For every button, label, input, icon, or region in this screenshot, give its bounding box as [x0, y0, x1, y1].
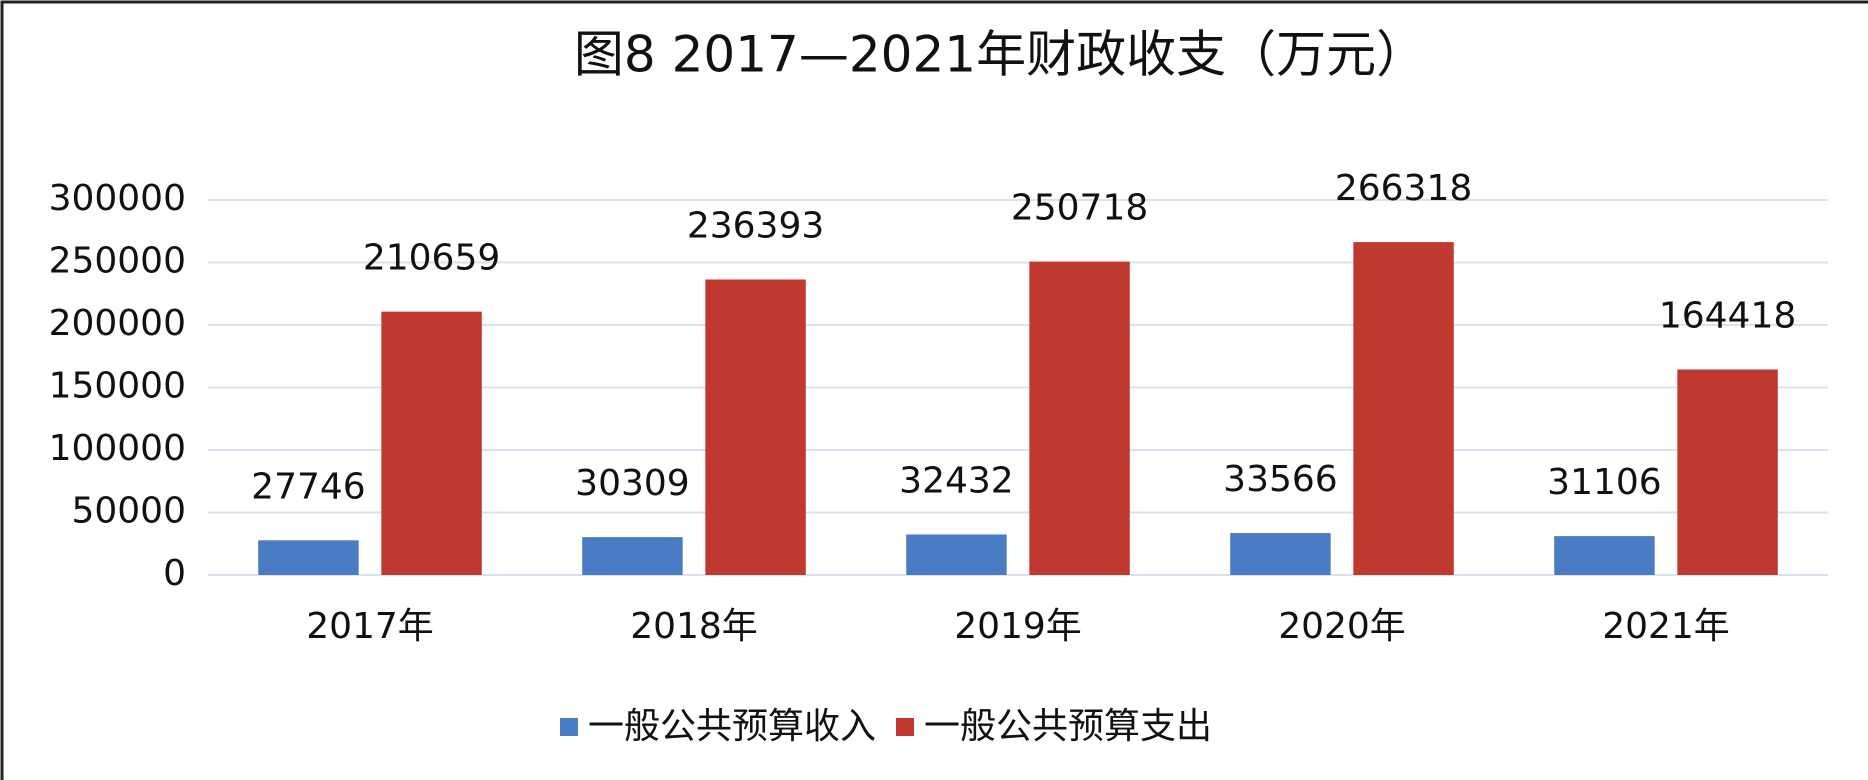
legend-swatch — [896, 718, 915, 736]
legend: 一般公共预算收入 一般公共预算支出 — [560, 706, 1212, 747]
value-label: 236393 — [687, 206, 824, 247]
x-tick-label: 2017年 — [306, 606, 434, 647]
legend-label: 一般公共预算收入 — [588, 706, 876, 747]
y-tick-label: 50000 — [71, 491, 186, 532]
x-tick-label: 2018年 — [630, 606, 758, 647]
y-tick-label: 200000 — [49, 303, 186, 344]
legend-swatch — [560, 718, 578, 736]
bar — [1353, 242, 1454, 576]
bar — [1554, 536, 1655, 575]
value-label: 27746 — [251, 466, 366, 507]
value-label: 30309 — [575, 463, 690, 504]
value-label: 250718 — [1011, 188, 1148, 229]
value-label: 31106 — [1547, 462, 1662, 503]
legend-label: 一般公共预算支出 — [924, 706, 1212, 747]
value-label: 266318 — [1335, 168, 1472, 209]
y-tick-label: 250000 — [49, 241, 186, 282]
x-tick-label: 2019年 — [954, 606, 1082, 647]
x-tick-label: 2020年 — [1278, 606, 1406, 647]
value-label: 32432 — [899, 460, 1014, 501]
y-tick-label: 0 — [163, 553, 186, 594]
bar — [1677, 369, 1778, 575]
bar — [258, 540, 359, 575]
bar — [381, 311, 482, 575]
bar — [1230, 533, 1331, 575]
y-tick-label: 150000 — [49, 366, 186, 407]
y-tick-label: 100000 — [49, 428, 186, 469]
bar — [582, 537, 683, 575]
value-label: 164418 — [1659, 295, 1796, 336]
bar — [1029, 261, 1130, 575]
bar — [906, 534, 1007, 575]
y-tick-label: 300000 — [49, 178, 186, 219]
x-tick-label: 2021年 — [1602, 606, 1730, 647]
bar — [705, 279, 806, 575]
value-label: 33566 — [1223, 459, 1338, 500]
chart-title: 图8 2017—2021年财政收支（万元） — [574, 26, 1426, 84]
value-label: 210659 — [363, 238, 500, 279]
